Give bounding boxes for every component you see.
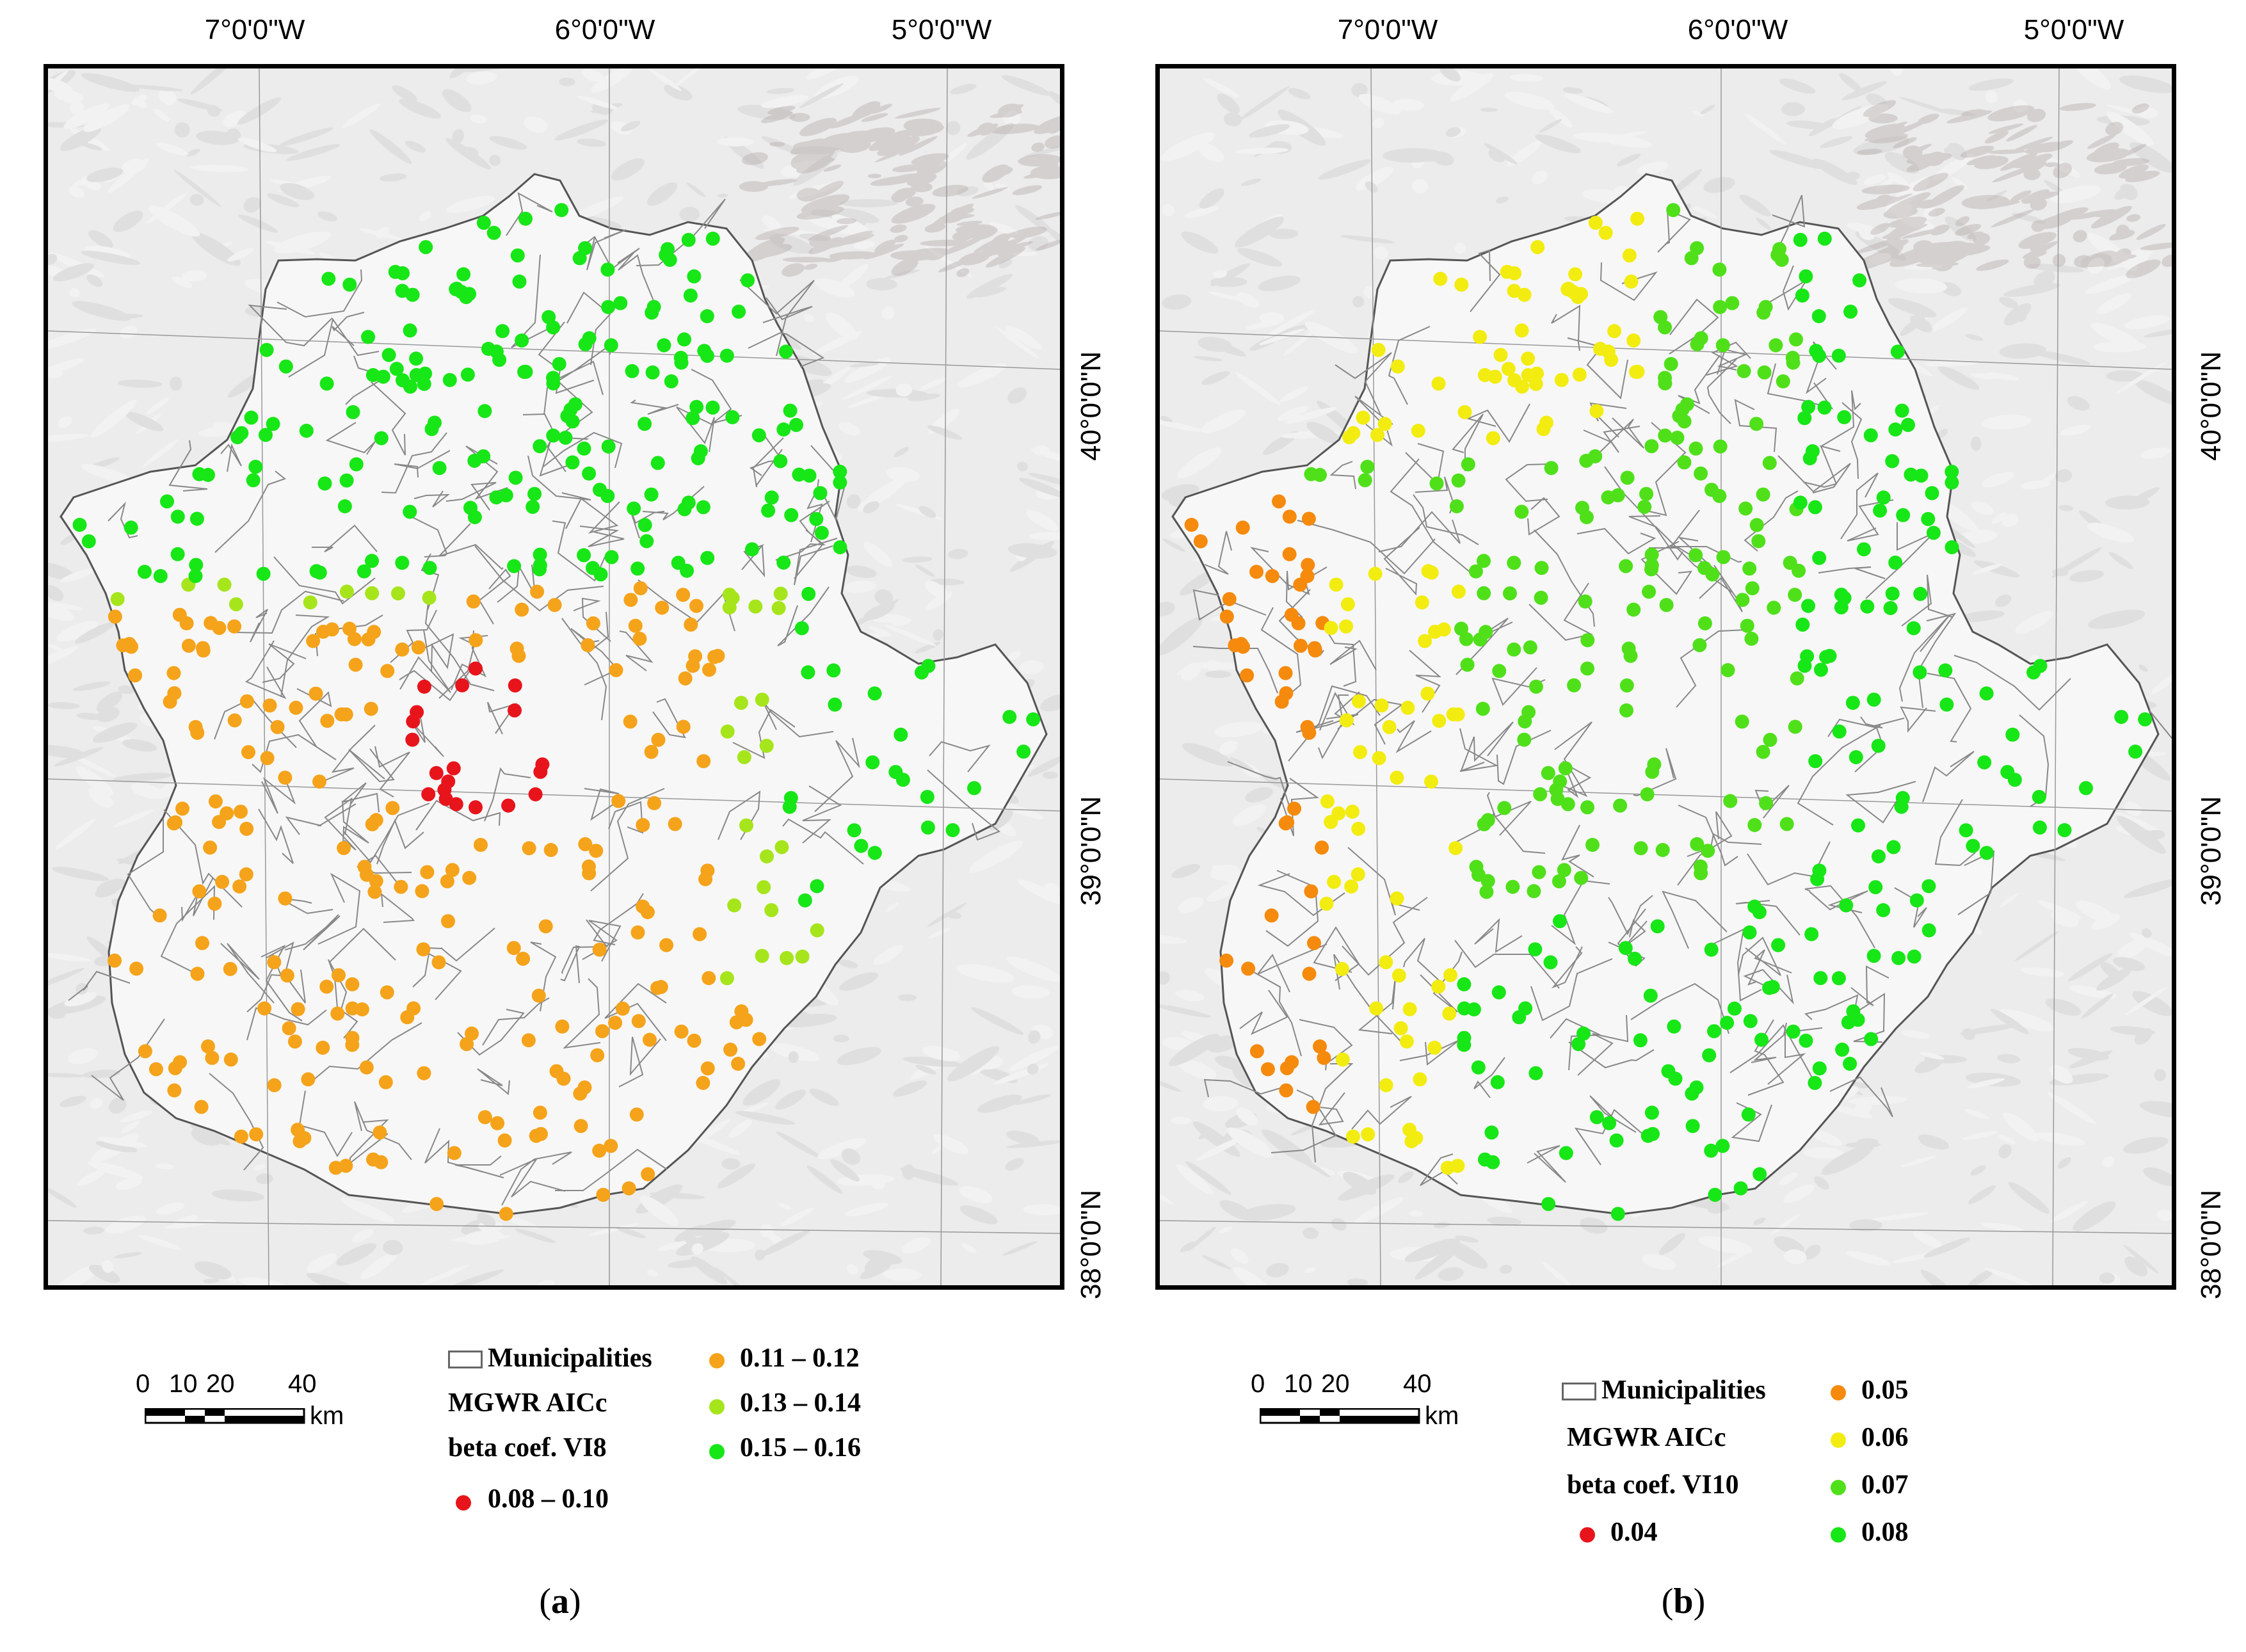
scale-label-20: 20 xyxy=(206,1370,235,1398)
legend-swatch-1 xyxy=(1580,1527,1595,1543)
legend-swatch-2 xyxy=(709,1353,725,1368)
scale-label-0: 0 xyxy=(1251,1370,1265,1398)
legend-title-line2: beta coef. VI8 xyxy=(448,1433,607,1463)
scale-bar xyxy=(145,1408,305,1424)
legend-swatch-2 xyxy=(1831,1385,1846,1400)
legend-class-1-label: 0.04 xyxy=(1610,1518,1658,1547)
scale-label-40: 40 xyxy=(288,1370,317,1398)
legend-swatch-4 xyxy=(709,1444,725,1459)
scale-label-40: 40 xyxy=(1403,1370,1432,1398)
lat-label-39n: 39°0'0"N xyxy=(1075,796,1107,906)
lat-label-38n: 38°0'0"N xyxy=(2195,1189,2227,1299)
legend-swatch-4 xyxy=(1831,1480,1846,1495)
legend-title-line1: MGWR AICc xyxy=(448,1388,607,1418)
scale-label-10: 10 xyxy=(169,1370,198,1398)
lat-label-38n: 38°0'0"N xyxy=(1075,1189,1107,1299)
panel-caption: (b) xyxy=(1661,1582,1706,1621)
legend-swatch-3 xyxy=(1831,1432,1846,1448)
lon-label-5w: 5°0'0"W xyxy=(2023,14,2124,45)
scale-label-0: 0 xyxy=(136,1370,150,1398)
legend-class-3-label: 0.13 – 0.14 xyxy=(740,1388,861,1418)
lon-label-7w: 7°0'0"W xyxy=(1337,14,1438,45)
legend-swatch-1 xyxy=(456,1495,471,1511)
legend-municipalities-label: Municipalities xyxy=(488,1343,652,1373)
scale-bar xyxy=(1260,1408,1420,1424)
scale-label-20: 20 xyxy=(1321,1370,1350,1398)
legend-title-line1: MGWR AICc xyxy=(1567,1423,1726,1452)
scale-unit: km xyxy=(1425,1402,1459,1430)
legend-class-3-label: 0.06 xyxy=(1861,1423,1909,1452)
legend-class-5-label: 0.08 xyxy=(1861,1518,1909,1547)
caption-letter: a xyxy=(551,1582,569,1621)
lon-label-6w: 6°0'0"W xyxy=(554,14,655,45)
map-panel-a: 7°0'0"W 6°0'0"W 5°0'0"W 40°0'0"N 39°0'0"… xyxy=(0,0,1120,1652)
legend-title-line2: beta coef. VI10 xyxy=(1567,1470,1739,1500)
lat-label-40n: 40°0'0"N xyxy=(1075,351,1107,461)
legend-municipality-symbol xyxy=(448,1351,483,1368)
legend-municipalities-label: Municipalities xyxy=(1601,1375,1766,1405)
lon-label-5w: 5°0'0"W xyxy=(891,14,992,45)
panel-caption: (a) xyxy=(539,1582,581,1621)
lat-label-39n: 39°0'0"N xyxy=(2195,796,2227,906)
map-frame xyxy=(44,64,1064,1290)
legend-swatch-3 xyxy=(709,1399,725,1415)
lon-label-6w: 6°0'0"W xyxy=(1687,14,1788,45)
legend-class-2-label: 0.11 – 0.12 xyxy=(740,1343,860,1373)
scale-label-10: 10 xyxy=(1284,1370,1313,1398)
map-panel-b: 7°0'0"W 6°0'0"W 5°0'0"W 40°0'0"N 39°0'0"… xyxy=(1120,0,2240,1652)
lat-label-40n: 40°0'0"N xyxy=(2195,351,2227,461)
map-canvas xyxy=(48,68,1060,1285)
legend-class-4-label: 0.07 xyxy=(1861,1470,1909,1500)
map-canvas xyxy=(1160,68,2172,1285)
map-frame xyxy=(1155,64,2176,1290)
legend-swatch-5 xyxy=(1831,1527,1846,1543)
legend-class-4-label: 0.15 – 0.16 xyxy=(740,1433,861,1463)
caption-letter: b xyxy=(1673,1582,1694,1621)
legend-municipality-symbol xyxy=(1562,1383,1596,1400)
legend-class-1-label: 0.08 – 0.10 xyxy=(488,1484,609,1514)
scale-unit: km xyxy=(310,1402,344,1430)
legend-class-2-label: 0.05 xyxy=(1861,1375,1909,1405)
lon-label-7w: 7°0'0"W xyxy=(204,14,305,45)
